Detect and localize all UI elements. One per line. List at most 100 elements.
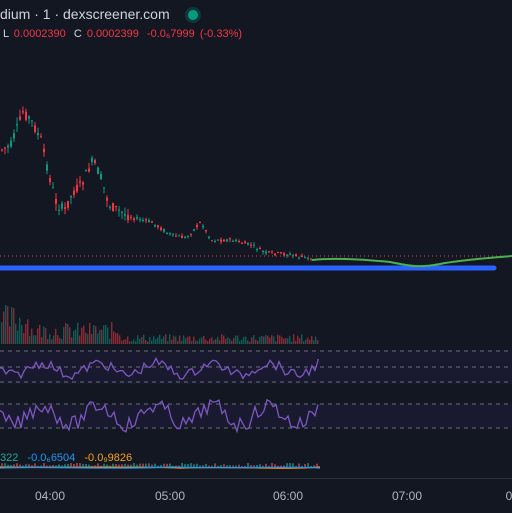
time-axis[interactable]: 04:00 05:00 06:00 07:00 0	[0, 478, 512, 513]
candle-body	[139, 219, 141, 221]
volume-bar	[103, 325, 105, 344]
macd-bar	[292, 463, 294, 467]
candle-body	[67, 200, 69, 208]
volume-bar	[85, 332, 87, 344]
volume-bar	[125, 339, 127, 344]
macd-bar	[4, 463, 6, 467]
candle-body	[241, 243, 243, 245]
volume-bar	[199, 338, 201, 344]
candle-body	[103, 187, 105, 189]
macd-bar	[7, 464, 9, 467]
volume-bar	[233, 337, 235, 344]
candle-body	[190, 234, 192, 236]
candle-body	[229, 238, 231, 240]
macd-bar	[235, 465, 237, 467]
volume-bar	[165, 334, 167, 344]
volume-bar	[239, 341, 241, 344]
volume-bar	[281, 337, 283, 344]
volume-bar	[179, 335, 181, 344]
candle-body	[163, 229, 165, 232]
volume-bar	[109, 338, 111, 344]
macd-bar	[1, 463, 3, 467]
volume-bar	[133, 339, 135, 344]
change-percent: (-0.33%)	[199, 28, 243, 40]
volume-bar	[77, 322, 79, 344]
volume-bar	[25, 323, 27, 344]
ohlc-legend: L 0.0002390 C 0.0002399 -0.0₆7999 (-0.33…	[3, 28, 242, 40]
macd-bar	[85, 463, 87, 467]
volume-bar	[55, 328, 57, 344]
macd-bar	[256, 465, 258, 467]
volume-bar	[41, 337, 43, 344]
candle-body	[100, 173, 102, 180]
candle-body	[235, 239, 237, 242]
macd-bar	[259, 464, 261, 467]
volume-bar	[189, 336, 191, 344]
candle-body	[226, 239, 228, 242]
macd-bar	[82, 463, 84, 467]
oscillator-value-2: -0.0₆6504	[27, 452, 76, 464]
candle-body	[121, 211, 123, 213]
macd-bar	[58, 464, 60, 467]
volume-bar	[245, 336, 247, 344]
candle-body	[64, 207, 66, 209]
volume-bar	[23, 333, 25, 344]
macd-bar	[34, 463, 36, 467]
volume-bar	[137, 335, 139, 344]
candle-body	[244, 241, 246, 244]
volume-bar	[185, 338, 187, 344]
macd-bar	[220, 465, 222, 467]
volume-bar	[279, 335, 281, 344]
macd-bar	[190, 463, 192, 467]
candle-body	[166, 232, 168, 234]
candle-body	[265, 251, 267, 254]
volume-bar	[203, 335, 205, 344]
volume-bar	[43, 326, 45, 344]
candle-body	[97, 167, 99, 175]
symbol-title[interactable]: dium · 1 · dexscreener.com	[0, 6, 170, 22]
volume-bar	[141, 336, 143, 344]
macd-bar	[79, 463, 81, 467]
volume-bar	[177, 341, 179, 344]
volume-bar	[65, 322, 67, 344]
volume-bar	[91, 334, 93, 344]
candle-body	[169, 233, 171, 235]
volume-bar	[159, 334, 161, 344]
candle-body	[181, 235, 183, 239]
volume-bar	[69, 327, 71, 344]
candle-body	[295, 254, 297, 256]
volume-bar	[187, 336, 189, 344]
volume-bar	[291, 341, 293, 344]
macd-bar	[295, 465, 297, 467]
volume-bar	[13, 308, 15, 344]
macd-bar	[310, 465, 312, 467]
candle-body	[52, 187, 54, 189]
candle-body	[247, 242, 249, 245]
low-value: 0.0002390	[13, 28, 66, 40]
macd-bar	[313, 465, 315, 467]
volume-bar	[1, 322, 3, 344]
macd-bar	[115, 464, 117, 467]
volume-bar	[163, 336, 165, 344]
volume-bar	[119, 335, 121, 344]
macd-bar	[175, 465, 177, 467]
macd-bar	[112, 463, 114, 467]
volume-bar	[139, 338, 141, 344]
macd-bar	[133, 463, 135, 467]
price-chart-canvas[interactable]	[0, 48, 512, 478]
stoch-line	[0, 398, 319, 434]
market-status-icon[interactable]	[187, 10, 198, 20]
macd-bar	[139, 463, 141, 467]
candle-body	[109, 206, 111, 208]
volume-bar	[53, 335, 55, 344]
candle-body	[274, 253, 276, 256]
volume-bar	[247, 340, 249, 344]
volume-bar	[219, 340, 221, 344]
volume-bar	[9, 326, 11, 344]
volume-bar	[241, 339, 243, 344]
macd-bar	[181, 463, 183, 467]
volume-bar	[127, 336, 129, 344]
macd-bar	[73, 464, 75, 467]
volume-bar	[89, 322, 91, 344]
macd-bar	[178, 465, 180, 467]
